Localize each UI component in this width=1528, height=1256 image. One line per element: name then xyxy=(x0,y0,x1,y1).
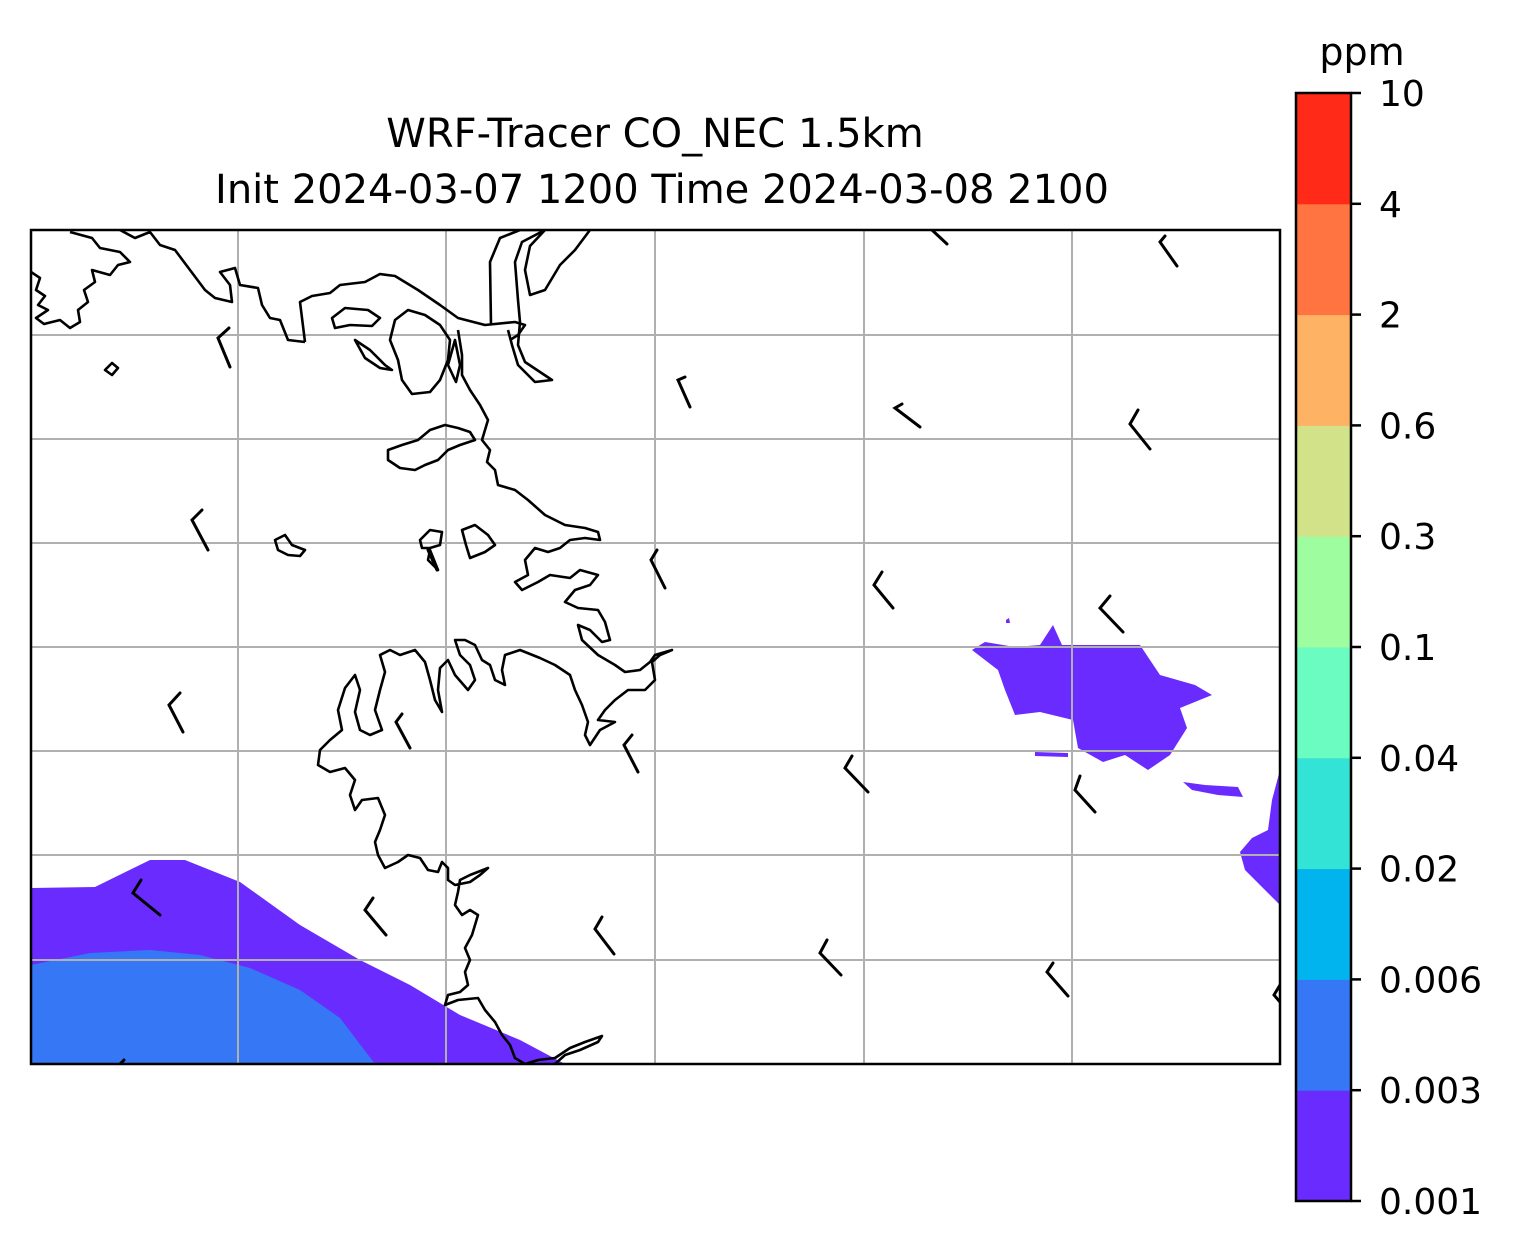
coastline-mainland-east xyxy=(316,329,674,1064)
colorbar-segment xyxy=(1296,203,1351,316)
wind-barb xyxy=(1272,983,1280,1004)
coastline-fjord-1 xyxy=(488,230,554,384)
tracer-region-east-dot xyxy=(1006,618,1010,623)
colorbar-tick-label: 0.006 xyxy=(1379,960,1482,1001)
wind-barb xyxy=(190,508,210,552)
tracer-contours xyxy=(31,618,1280,1064)
wind-barb xyxy=(622,733,640,774)
colorbar-tick-label: 0.02 xyxy=(1379,850,1459,891)
wind-barb xyxy=(167,691,185,734)
colorbar-unit-label: ppm xyxy=(1319,30,1404,74)
tracer-region-east-cluster xyxy=(972,625,1212,770)
colorbar-segment xyxy=(1296,314,1351,426)
coastline-island-1 xyxy=(330,306,382,330)
wind-barb xyxy=(892,402,922,429)
map-frame xyxy=(29,228,1282,1066)
coastline-fjord-2 xyxy=(523,230,592,297)
tracer-region-east-edge xyxy=(1240,770,1280,905)
wind-barb xyxy=(394,712,412,750)
colorbar-tick-label: 0.6 xyxy=(1379,406,1436,447)
wind-barb xyxy=(818,938,843,977)
gridlines xyxy=(31,230,1280,1064)
colorbar-segment xyxy=(1296,979,1351,1091)
wind-barb xyxy=(593,915,616,956)
wind-barb xyxy=(363,896,388,937)
wind-barb xyxy=(1128,408,1152,451)
coastline-island-3 xyxy=(386,423,477,472)
colorbar-segment xyxy=(1296,647,1351,759)
coastline-south xyxy=(524,1034,604,1064)
colorbar-tick-label: 4 xyxy=(1379,185,1402,226)
tracer-region-east-fragment-1 xyxy=(1035,752,1068,757)
title-line-2: Init 2024-03-07 1200 Time 2024-03-08 210… xyxy=(215,167,1109,213)
colorbar-segment xyxy=(1296,93,1351,205)
tracer-region-east-fragment-2 xyxy=(1183,782,1243,797)
coastline-island-7 xyxy=(103,361,120,377)
colorbar-tick-label: 0.003 xyxy=(1379,1071,1482,1112)
coastline-peninsula-1 xyxy=(388,308,452,396)
colorbar-tick-label: 0.3 xyxy=(1379,517,1436,558)
colorbar-segment xyxy=(1296,868,1351,980)
wind-barb xyxy=(649,548,667,590)
colorbar-segments xyxy=(1296,93,1351,1202)
tracer-region-southwest-inner xyxy=(31,950,375,1064)
wind-barb xyxy=(426,548,439,572)
wind-barb xyxy=(1045,961,1070,998)
map-area xyxy=(29,228,1282,1066)
coastline-island-2 xyxy=(353,338,394,372)
wind-barb xyxy=(843,754,870,794)
colorbar-tick-label: 0.04 xyxy=(1379,739,1459,780)
coastline-north-2 xyxy=(298,272,527,343)
wind-barb xyxy=(1097,594,1125,634)
colorbar-ticks: 0.001 0.003 0.006 0.02 0.04 0.1 0.3 0.6 2 4 10 xyxy=(1351,74,1482,1223)
coastline-north-1 xyxy=(119,230,306,344)
coastline-island-5 xyxy=(418,528,444,550)
wind-barb xyxy=(872,570,895,610)
colorbar-segment xyxy=(1296,1090,1351,1202)
colorbar-tick-label: 0.1 xyxy=(1379,628,1436,669)
colorbar-segment xyxy=(1296,536,1351,648)
colorbar: ppm 0.001 0.003 0.006 0.02 0.04 0.1 0.3 0.6 2 4 10 xyxy=(1294,30,1482,1223)
wind-barb xyxy=(216,326,232,369)
wind-barb xyxy=(1158,234,1179,268)
colorbar-tick-label: 2 xyxy=(1379,296,1402,337)
wind-barb xyxy=(676,375,692,409)
wind-barb xyxy=(131,878,162,917)
colorbar-segment xyxy=(1296,757,1351,870)
colorbar-tick-label: 0.001 xyxy=(1379,1182,1482,1223)
wind-barbs xyxy=(118,230,1280,1064)
coastline-northwest xyxy=(31,230,132,330)
coastline-island-4 xyxy=(273,533,307,558)
coastline-islet-2 xyxy=(446,338,462,384)
coastline-island-6 xyxy=(460,523,497,560)
wind-barb xyxy=(930,230,949,246)
colorbar-segment xyxy=(1296,425,1351,537)
wind-barb xyxy=(1073,774,1097,814)
title-line-1: WRF-Tracer CO_NEC 1.5km xyxy=(386,111,923,157)
colorbar-tick-label: 10 xyxy=(1379,74,1425,115)
